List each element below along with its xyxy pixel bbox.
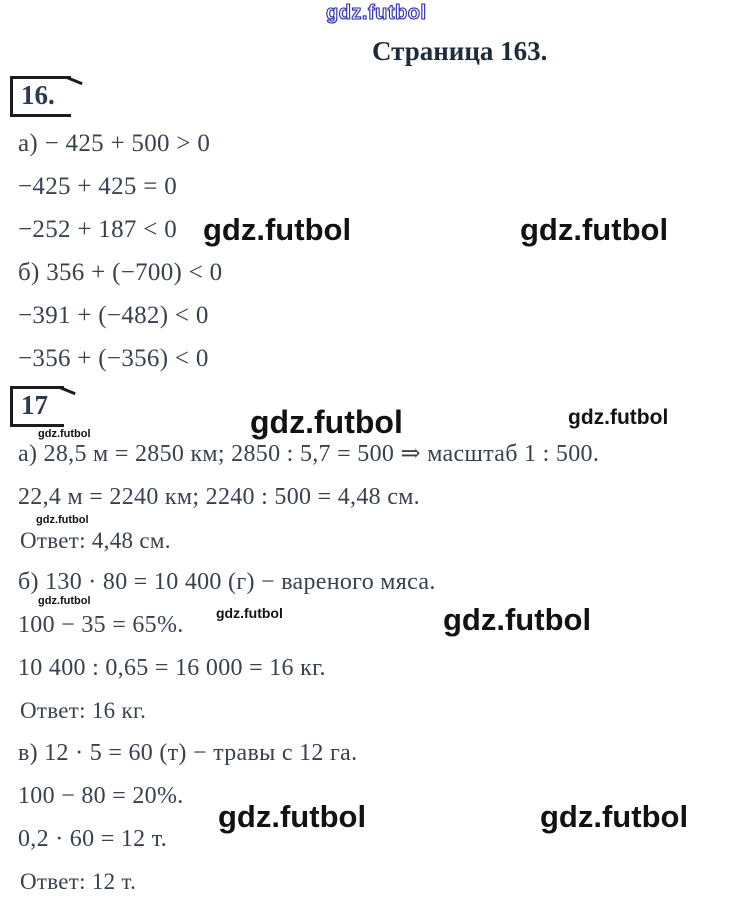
- site-watermark: gdz.futbol: [38, 428, 91, 440]
- answer-line: Ответ: 16 кг.: [20, 698, 147, 723]
- problem-17-number: 17: [10, 386, 64, 427]
- site-watermark: gdz.futbol: [443, 602, 592, 637]
- math-line: б) 130 · 80 = 10 400 (г) − вареного мяса…: [18, 569, 436, 595]
- math-line: 100 − 80 = 20%.: [18, 783, 184, 809]
- math-line: −356 + (−356) < 0: [18, 345, 209, 372]
- math-line: а) − 425 + 500 > 0: [18, 130, 211, 157]
- site-watermark: gdz.futbol: [216, 605, 283, 621]
- answer-line: Ответ: 4,48 см.: [20, 528, 171, 553]
- math-line: −425 + 425 = 0: [18, 173, 177, 200]
- math-line: 100 − 35 = 65%.: [18, 612, 184, 638]
- answer-line: Ответ: 12 т.: [20, 869, 137, 894]
- site-watermark: gdz.futbol: [520, 212, 669, 247]
- page-title: Страница 163.: [372, 36, 548, 66]
- math-line: −391 + (−482) < 0: [18, 302, 209, 329]
- site-watermark: gdz.futbol: [540, 799, 689, 834]
- site-watermark: gdz.futbol: [218, 799, 367, 834]
- site-watermark: gdz.futbol: [325, 1, 427, 24]
- math-line: а) 28,5 м = 2850 км; 2850 : 5,7 = 500 ⇒ …: [18, 441, 600, 467]
- problem-16-number: 16.: [10, 76, 71, 117]
- site-watermark: gdz.futbol: [250, 404, 403, 440]
- math-line: 0,2 · 60 = 12 т.: [18, 826, 168, 852]
- math-line: 10 400 : 0,65 = 16 000 = 16 кг.: [18, 655, 326, 681]
- math-line: 22,4 м = 2240 км; 2240 : 500 = 4,48 см.: [18, 484, 420, 510]
- site-watermark: gdz.futbol: [38, 595, 91, 607]
- math-line: в) 12 · 5 = 60 (т) − травы с 12 га.: [18, 740, 358, 766]
- site-watermark: gdz.futbol: [203, 212, 352, 247]
- site-watermark: gdz.futbol: [568, 406, 669, 429]
- math-line: б) 356 + (−700) < 0: [18, 259, 223, 286]
- math-line: −252 + 187 < 0: [18, 216, 177, 243]
- site-watermark: gdz.futbol: [36, 514, 89, 526]
